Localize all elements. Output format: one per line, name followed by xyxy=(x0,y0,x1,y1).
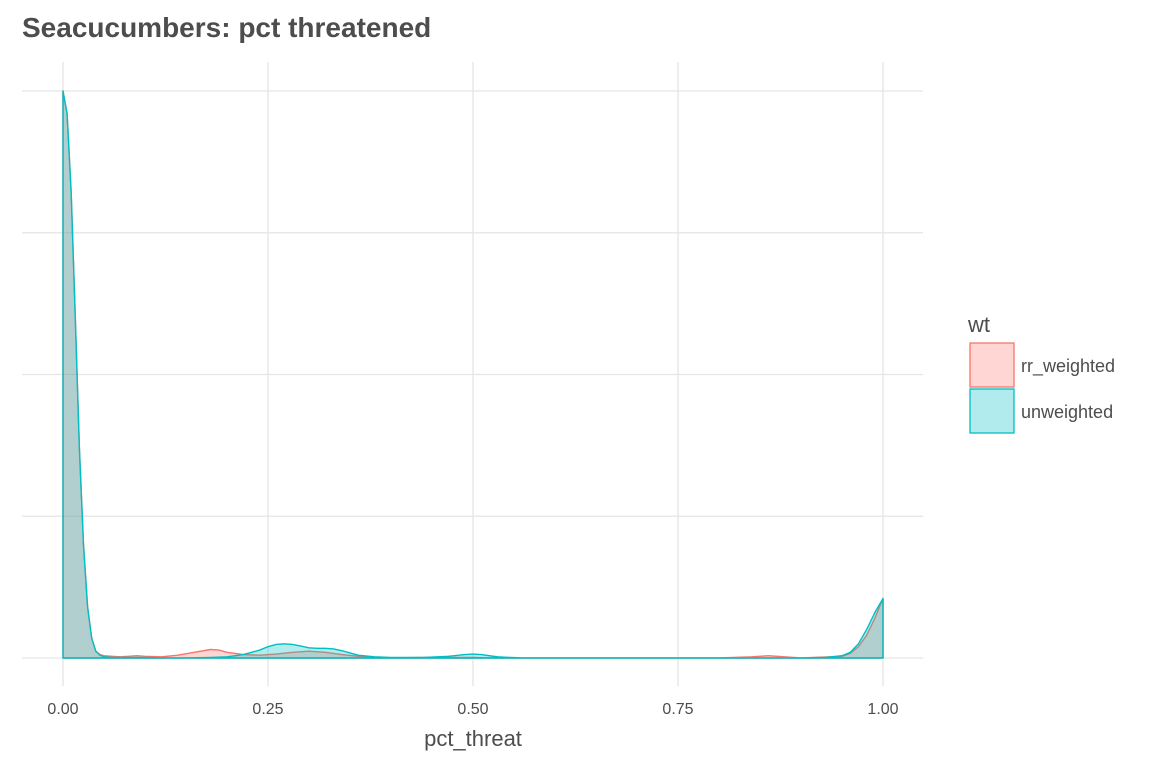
legend-item-rr_weighted: rr_weighted xyxy=(969,342,1115,388)
x-axis-title: pct_threat xyxy=(424,726,522,751)
legend-label-rr_weighted: rr_weighted xyxy=(1021,356,1115,377)
x-tick-label: 0.50 xyxy=(457,701,488,718)
x-tick-label: 0.25 xyxy=(252,701,283,718)
legend-key-rr_weighted xyxy=(969,342,1015,388)
x-tick-label: 0.75 xyxy=(662,701,693,718)
legend-title: wt xyxy=(967,312,990,337)
chart-title: Seacucumbers: pct threatened xyxy=(22,12,431,43)
density-areas xyxy=(62,90,884,659)
legend-item-unweighted: unweighted xyxy=(969,388,1113,434)
legend-label-unweighted: unweighted xyxy=(1021,402,1113,422)
density-area-unweighted xyxy=(62,90,884,659)
x-tick-labels: 0.00 0.25 0.50 0.75 1.00 xyxy=(47,701,898,718)
legend: wt rr_weighted unweighted xyxy=(967,312,1115,434)
x-tick-label: 0.00 xyxy=(47,701,78,718)
x-tick-label: 1.00 xyxy=(867,701,898,718)
legend-key-unweighted xyxy=(969,388,1015,434)
